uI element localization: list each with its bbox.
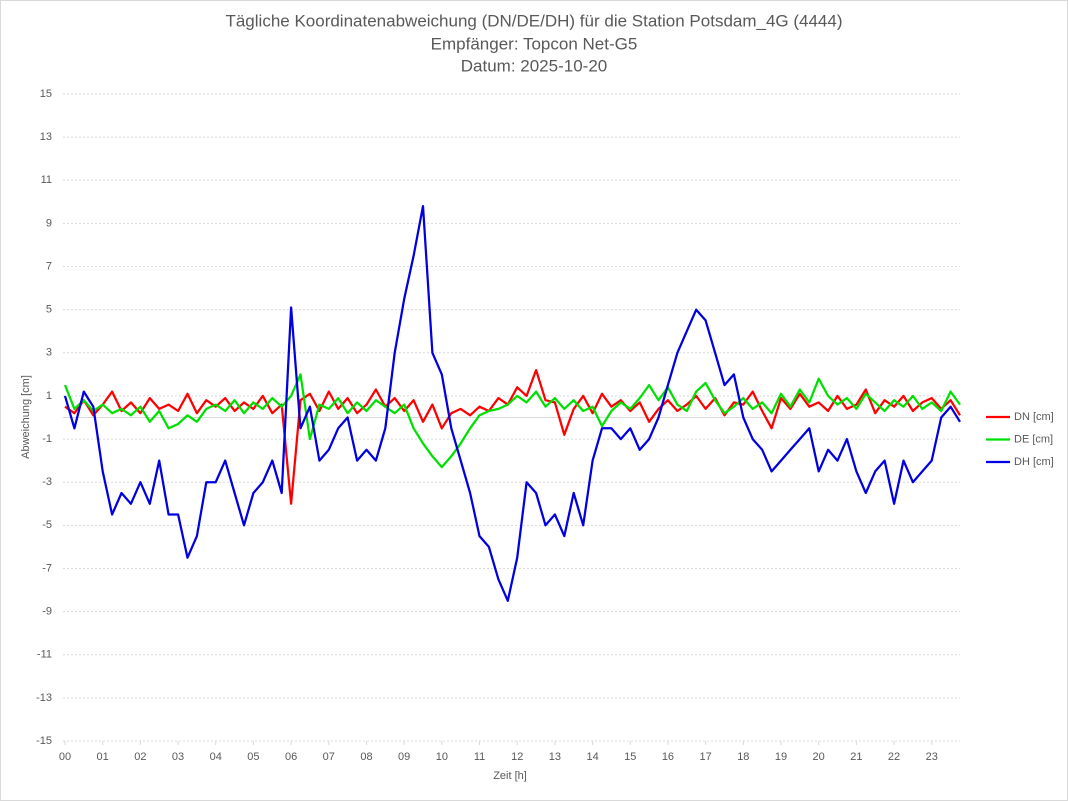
y-tick-label: -9 [42, 606, 52, 618]
y-axis-label: Abweichung [cm] [20, 375, 32, 459]
y-tick-label: -5 [42, 519, 52, 531]
y-tick-label: -15 [36, 735, 52, 747]
x-tick-label: 21 [850, 751, 862, 763]
x-tick-label: 14 [586, 751, 598, 763]
y-tick-label: 5 [46, 304, 52, 316]
x-tick-label: 13 [549, 751, 561, 763]
x-tick-label: 07 [323, 751, 335, 763]
y-tick-label: -13 [36, 692, 52, 704]
y-tick-label: -3 [42, 476, 52, 488]
x-axis-label: Zeit [h] [493, 770, 527, 782]
x-tick-label: 03 [172, 751, 184, 763]
x-tick-label: 19 [775, 751, 787, 763]
series-line [63, 204, 961, 602]
legend-label: DE [cm] [1014, 433, 1053, 445]
y-tick-label: 9 [46, 217, 52, 229]
y-tick-label: 11 [41, 174, 52, 186]
chart-date: Datum: 2025-10-20 [461, 56, 607, 75]
x-tick-label: 20 [813, 751, 825, 763]
y-tick-label: -11 [37, 649, 52, 661]
x-tick-label: 10 [436, 751, 448, 763]
x-tick-label: 09 [398, 751, 410, 763]
x-tick-label: 02 [134, 751, 146, 763]
y-tick-label: 7 [46, 260, 52, 272]
chart-subtitle: Empfänger: Topcon Net-G5 [431, 34, 638, 53]
x-tick-label: 05 [247, 751, 259, 763]
x-tick-label: 04 [210, 751, 222, 763]
x-tick-label: 01 [97, 751, 109, 763]
x-tick-label: 00 [59, 751, 71, 763]
y-tick-label: 15 [40, 88, 52, 100]
y-tick-label: -1 [42, 433, 52, 445]
chart-title: Tägliche Koordinatenabweichung (DN/DE/DH… [225, 11, 842, 30]
x-tick-label: 11 [474, 751, 485, 763]
x-tick-label: 18 [737, 751, 749, 763]
x-tick-label: 23 [926, 751, 938, 763]
y-tick-label: 13 [40, 131, 52, 143]
x-tick-label: 08 [360, 751, 372, 763]
y-tick-label: 3 [46, 347, 52, 359]
x-tick-label: 06 [285, 751, 297, 763]
series-line [63, 373, 961, 469]
x-tick-label: 17 [700, 751, 712, 763]
y-tick-label: 1 [46, 390, 52, 402]
y-tick-label: -7 [42, 562, 52, 574]
legend-label: DH [cm] [1014, 456, 1054, 468]
x-tick-label: 22 [888, 751, 900, 763]
x-tick-label: 16 [662, 751, 674, 763]
x-tick-label: 12 [511, 751, 523, 763]
x-tick-label: 15 [624, 751, 636, 763]
legend-label: DN [cm] [1014, 411, 1054, 423]
